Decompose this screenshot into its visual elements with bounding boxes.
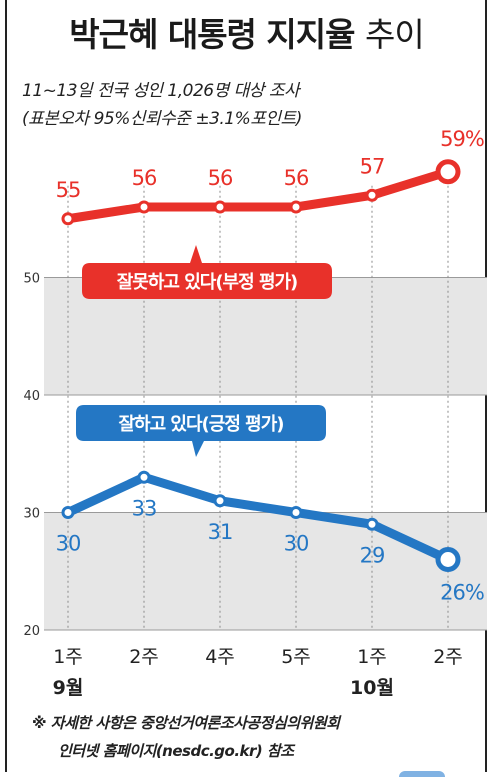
data-point — [61, 212, 75, 226]
corner-decoration — [399, 771, 445, 777]
data-point — [365, 517, 379, 531]
legend-bubble-0 — [82, 245, 332, 299]
survey-info: 11~13일 전국 성인 1,026명 대상 조사 — [22, 81, 300, 101]
data-point — [61, 506, 75, 519]
data-point — [213, 494, 227, 508]
x-tick-label: 1주 — [357, 646, 387, 668]
margin-of-error: (표본오차 95%신뢰수준 ±3.1%포인트) — [22, 109, 302, 129]
series-line-0 — [63, 167, 453, 224]
data-label: 29 — [360, 543, 385, 567]
data-point — [137, 470, 151, 484]
band-1 — [44, 512, 487, 630]
y-tick-label: 50 — [23, 272, 40, 287]
data-label: 33 — [132, 496, 157, 520]
data-label: 59% — [440, 127, 484, 151]
x-tick-label: 1주 — [53, 646, 83, 668]
chart-title: 박근혜 대통령 지지율 추이 — [0, 8, 493, 56]
data-point — [435, 547, 461, 572]
data-point — [289, 506, 303, 519]
legend-label-0: 잘못하고 있다(부정 평가) — [117, 272, 298, 293]
series-line-1 — [63, 472, 453, 564]
data-point — [213, 200, 227, 214]
data-label: 57 — [360, 154, 385, 178]
data-label: 56 — [284, 166, 309, 190]
footnote-source: ※ 자세한 사항은 중앙선거여론조사공정심의위원회 — [32, 714, 340, 732]
data-label: 56 — [208, 166, 233, 190]
data-point — [137, 200, 151, 214]
y-tick-label: 40 — [23, 389, 40, 404]
data-point — [365, 188, 379, 202]
title-light: 추이 — [364, 15, 425, 54]
month-label: 10월 — [350, 677, 394, 699]
y-tick-label: 30 — [23, 507, 40, 522]
x-tick-label: 2주 — [129, 646, 159, 668]
data-label: 30 — [56, 532, 81, 556]
data-label: 26% — [440, 581, 484, 605]
y-tick-label: 20 — [23, 624, 40, 639]
title-main: 박근혜 대통령 지지율 — [69, 15, 355, 54]
legend-bubble-1 — [76, 405, 326, 457]
data-point — [435, 159, 461, 185]
data-label: 30 — [284, 532, 309, 556]
x-tick-label: 5주 — [281, 646, 311, 668]
x-tick-label: 2주 — [433, 646, 463, 668]
data-label: 56 — [132, 166, 157, 190]
data-label: 55 — [56, 178, 81, 202]
month-label: 9월 — [53, 677, 84, 699]
data-label: 31 — [208, 520, 233, 544]
footnote-website: 인터넷 홈페이지(nesdc.go.kr) 참조 — [58, 742, 294, 760]
legend-label-1: 잘하고 있다(긍정 평가) — [118, 414, 283, 435]
data-point — [289, 200, 303, 214]
x-tick-label: 4주 — [205, 646, 235, 668]
